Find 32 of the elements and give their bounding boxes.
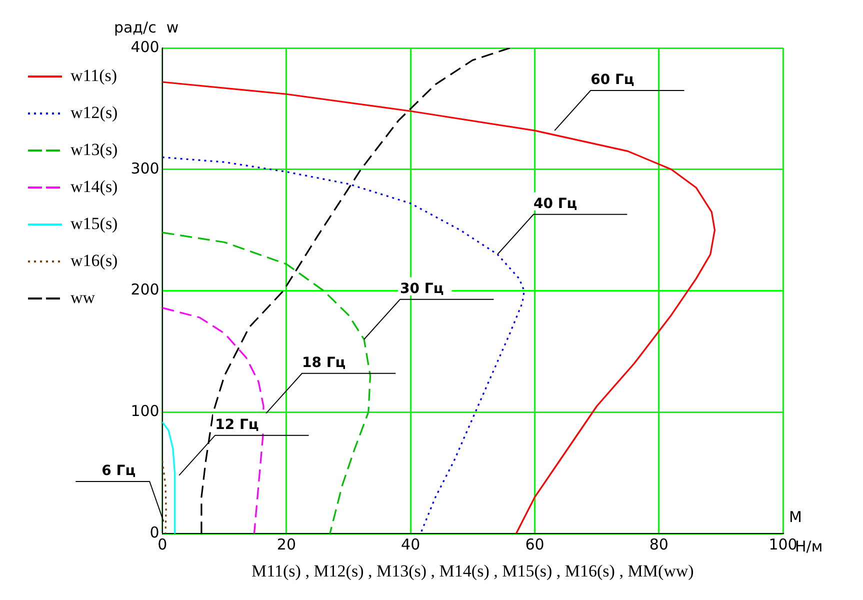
annotation: 30 Гц bbox=[400, 281, 444, 297]
legend-label: w16(s) bbox=[70, 250, 118, 270]
text: Н/м bbox=[795, 537, 823, 556]
legend-label: w15(s) bbox=[70, 214, 118, 233]
legend-label: w13(s) bbox=[70, 140, 118, 159]
y-tick-label: 100 bbox=[130, 402, 160, 420]
x-tick-label: 60 bbox=[525, 535, 544, 554]
line-series bbox=[162, 156, 525, 534]
x-tick-label: 80 bbox=[649, 535, 668, 554]
annotation: 40 Гц bbox=[534, 196, 578, 212]
legend-label: w11(s) bbox=[70, 66, 118, 85]
text: рад/с bbox=[114, 18, 156, 36]
y-tick-label: 400 bbox=[130, 38, 160, 56]
x-axis-title: M11(s) , M12(s) , M13(s) , M14(s) , M15(s) , M16(s) , MM(ww) bbox=[252, 561, 694, 580]
x-tick-label: 100 bbox=[768, 535, 798, 554]
legend-label: w12(s) bbox=[70, 102, 118, 122]
y-tick-label: 200 bbox=[130, 280, 160, 299]
annotation: 6 Гц bbox=[102, 463, 136, 480]
text: M bbox=[789, 508, 802, 526]
legend-label: w14(s) bbox=[70, 176, 118, 196]
y-axis-title: w bbox=[166, 18, 179, 36]
line-series bbox=[162, 460, 167, 534]
legend-label: ww bbox=[70, 288, 96, 307]
annotation: 60 Гц bbox=[590, 72, 634, 88]
y-tick-label: 0 bbox=[150, 523, 160, 542]
line-series bbox=[162, 306, 264, 534]
annotation: 18 Гц bbox=[302, 355, 346, 372]
line-series bbox=[162, 232, 372, 534]
annotation: 12 Гц bbox=[215, 416, 259, 433]
x-tick-label: 40 bbox=[401, 535, 420, 554]
y-tick-label: 300 bbox=[130, 159, 160, 178]
x-tick-label: 20 bbox=[276, 535, 296, 554]
